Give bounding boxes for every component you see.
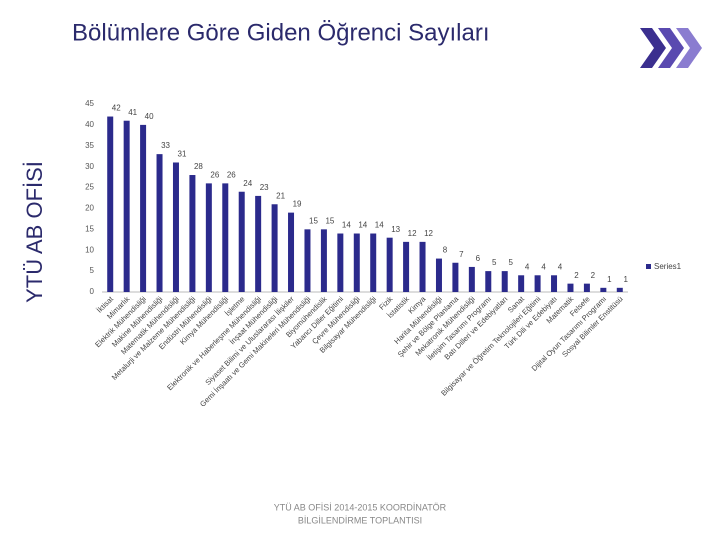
data-label: 42 — [112, 104, 121, 113]
bar — [583, 283, 590, 292]
data-label: 1 — [607, 275, 612, 284]
data-label: 31 — [178, 150, 187, 159]
data-label: 12 — [408, 229, 417, 238]
data-label: 2 — [574, 271, 579, 280]
bar — [123, 120, 130, 292]
bar — [501, 271, 508, 292]
footer-line: BİLGİLENDİRME TOPLANTISI — [298, 515, 422, 525]
data-label: 4 — [525, 262, 530, 271]
y-tick-label: 5 — [90, 266, 95, 275]
bar — [518, 275, 525, 292]
data-label: 40 — [145, 112, 154, 121]
bar — [222, 183, 229, 292]
bar — [156, 154, 163, 292]
bar — [271, 204, 278, 292]
y-tick-label: 25 — [85, 183, 94, 192]
bar — [238, 191, 245, 292]
data-label: 21 — [276, 191, 285, 200]
bar — [600, 287, 607, 292]
bar — [616, 287, 623, 292]
chart-title: Bölümlere Göre Giden Öğrenci Sayıları — [72, 19, 490, 46]
bar — [255, 195, 262, 292]
bar — [172, 162, 179, 292]
y-tick-label: 35 — [85, 141, 94, 150]
bar — [386, 237, 393, 292]
bar — [551, 275, 558, 292]
bar — [337, 233, 344, 292]
y-tick-label: 40 — [85, 120, 94, 129]
data-label: 13 — [391, 225, 400, 234]
bar — [288, 212, 295, 292]
bar — [534, 275, 541, 292]
data-label: 4 — [558, 262, 563, 271]
data-label: 33 — [161, 141, 170, 150]
data-label: 4 — [541, 262, 546, 271]
data-label: 2 — [591, 271, 596, 280]
legend-swatch — [646, 264, 651, 269]
bar — [452, 262, 459, 292]
y-tick-label: 30 — [85, 162, 94, 171]
bar — [419, 241, 426, 292]
bar — [189, 175, 196, 292]
bar — [353, 233, 360, 292]
bar — [370, 233, 377, 292]
y-tick-label: 45 — [85, 99, 94, 108]
data-label: 14 — [342, 221, 351, 230]
bar — [403, 241, 410, 292]
y-tick-label: 20 — [85, 204, 94, 213]
data-label: 19 — [293, 200, 302, 209]
data-label: 5 — [508, 258, 513, 267]
data-label: 15 — [309, 216, 318, 225]
bar — [304, 229, 311, 292]
bar — [567, 283, 574, 292]
bar — [468, 266, 475, 292]
bar — [485, 271, 492, 292]
data-label: 26 — [210, 170, 219, 179]
data-label: 6 — [476, 254, 481, 263]
logo — [640, 28, 702, 68]
data-label: 5 — [492, 258, 497, 267]
data-label: 14 — [358, 221, 367, 230]
data-label: 14 — [375, 221, 384, 230]
data-label: 28 — [194, 162, 203, 171]
data-label: 12 — [424, 229, 433, 238]
legend-label: Series1 — [654, 262, 682, 271]
y-tick-label: 0 — [90, 287, 95, 296]
data-label: 7 — [459, 250, 464, 259]
bar — [107, 116, 114, 293]
y-tick-label: 15 — [85, 224, 94, 233]
data-label: 1 — [624, 275, 629, 284]
side-label: YTÜ AB OFİSİ — [22, 161, 47, 303]
bar — [435, 258, 442, 292]
data-label: 8 — [443, 246, 448, 255]
data-label: 15 — [325, 216, 334, 225]
bar — [320, 229, 327, 292]
y-tick-label: 10 — [85, 245, 94, 254]
data-label: 24 — [243, 179, 252, 188]
bar — [205, 183, 212, 292]
data-label: 23 — [260, 183, 269, 192]
data-label: 41 — [128, 108, 137, 117]
footer-line: YTÜ AB OFİSİ 2014-2015 KOORDİNATÖR — [274, 502, 447, 512]
data-label: 26 — [227, 170, 236, 179]
bar — [140, 124, 147, 292]
